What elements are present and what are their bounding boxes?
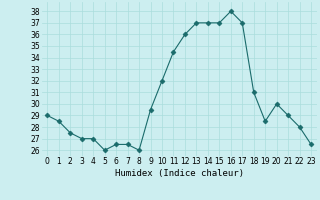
X-axis label: Humidex (Indice chaleur): Humidex (Indice chaleur) [115,169,244,178]
